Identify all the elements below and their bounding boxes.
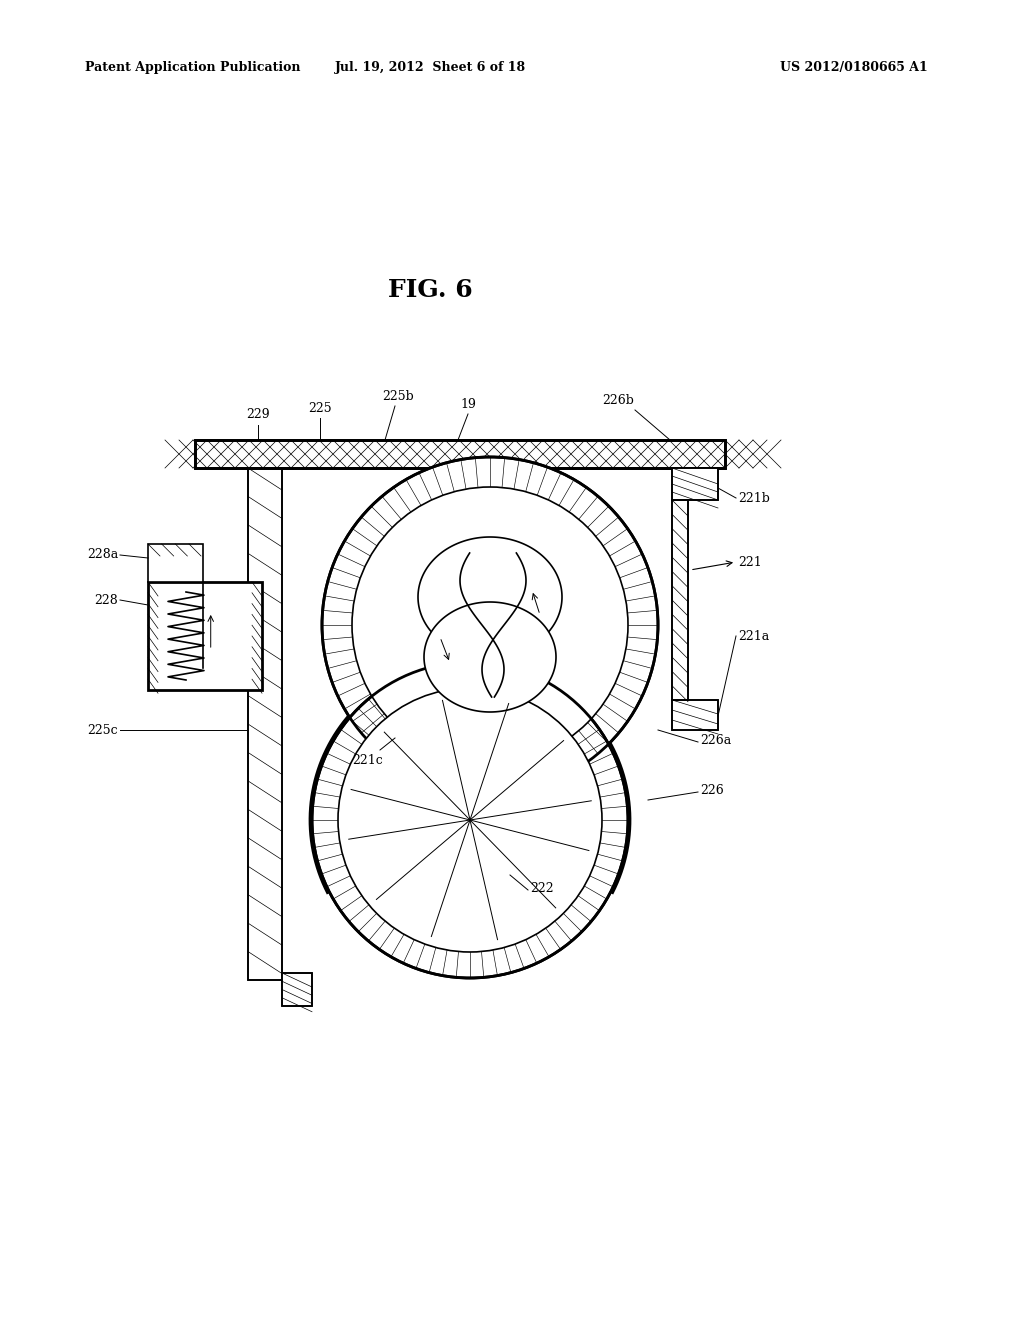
Text: Patent Application Publication: Patent Application Publication [85, 62, 300, 74]
Text: US 2012/0180665 A1: US 2012/0180665 A1 [780, 62, 928, 74]
Circle shape [338, 688, 602, 952]
Text: 221: 221 [738, 556, 762, 569]
Bar [672, 700, 718, 730]
Text: 226: 226 [700, 784, 724, 796]
Circle shape [312, 663, 628, 978]
Bar [672, 500, 688, 700]
Bar [148, 582, 262, 690]
Text: Jul. 19, 2012  Sheet 6 of 18: Jul. 19, 2012 Sheet 6 of 18 [335, 62, 525, 74]
Bar [282, 973, 312, 1006]
Bar [672, 500, 688, 700]
Bar [672, 469, 718, 500]
Bar [672, 469, 718, 500]
Text: 221a: 221a [738, 630, 769, 643]
Bar [195, 440, 725, 469]
Circle shape [352, 487, 628, 763]
Text: FIG. 6: FIG. 6 [388, 279, 472, 302]
Text: 225c: 225c [87, 723, 118, 737]
Text: 228: 228 [94, 594, 118, 606]
Text: 19: 19 [460, 397, 476, 411]
Text: 221c: 221c [352, 754, 383, 767]
Circle shape [322, 457, 658, 793]
Bar [248, 469, 282, 979]
Text: 226b: 226b [602, 393, 634, 407]
Bar [248, 469, 282, 979]
Bar [195, 440, 725, 469]
Text: 225b: 225b [382, 389, 414, 403]
Polygon shape [418, 537, 562, 657]
Text: 226a: 226a [700, 734, 731, 747]
Text: 222: 222 [530, 882, 554, 895]
Text: 229: 229 [246, 408, 269, 421]
Bar [672, 700, 718, 730]
Polygon shape [424, 602, 556, 711]
Text: 221b: 221b [738, 491, 770, 504]
Text: 225: 225 [308, 401, 332, 414]
Text: 228a: 228a [87, 549, 118, 561]
Bar [148, 544, 203, 582]
Bar [282, 973, 312, 1006]
